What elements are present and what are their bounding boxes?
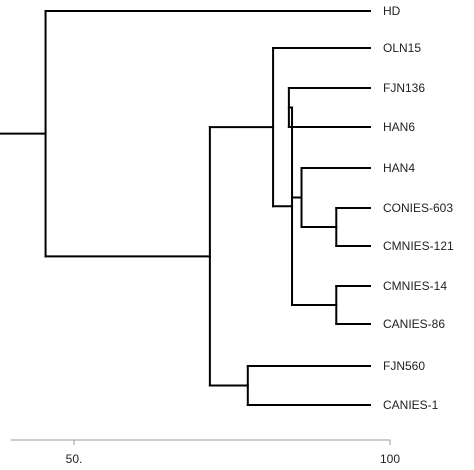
- leaf-label-cmnies121: CMNIES-121: [383, 239, 454, 253]
- leaf-label-canies1: CANIES-1: [383, 398, 439, 412]
- leaf-label-fjn560: FJN560: [383, 359, 425, 373]
- leaf-label-han4: HAN4: [383, 161, 415, 175]
- dendrogram-branches: [0, 10, 371, 406]
- axis-tick-label: 100: [380, 452, 400, 466]
- leaf-label-conies603: CONIES-603: [383, 201, 453, 215]
- leaf-label-oln15: OLN15: [383, 41, 421, 55]
- leaf-label-han6: HAN6: [383, 120, 415, 134]
- leaf-label-hd: HD: [383, 4, 401, 18]
- leaf-labels: HD OLN15 FJN136 HAN6 HAN4 CONIES-603 CMNIES-12…: [383, 4, 454, 412]
- leaf-label-fjn136: FJN136: [383, 81, 425, 95]
- scale-axis: 50. 100: [10, 439, 400, 466]
- leaf-label-cmnies14: CMNIES-14: [383, 279, 447, 293]
- axis-tick-label: 50.: [66, 452, 83, 466]
- leaf-label-canies86: CANIES-86: [383, 317, 445, 331]
